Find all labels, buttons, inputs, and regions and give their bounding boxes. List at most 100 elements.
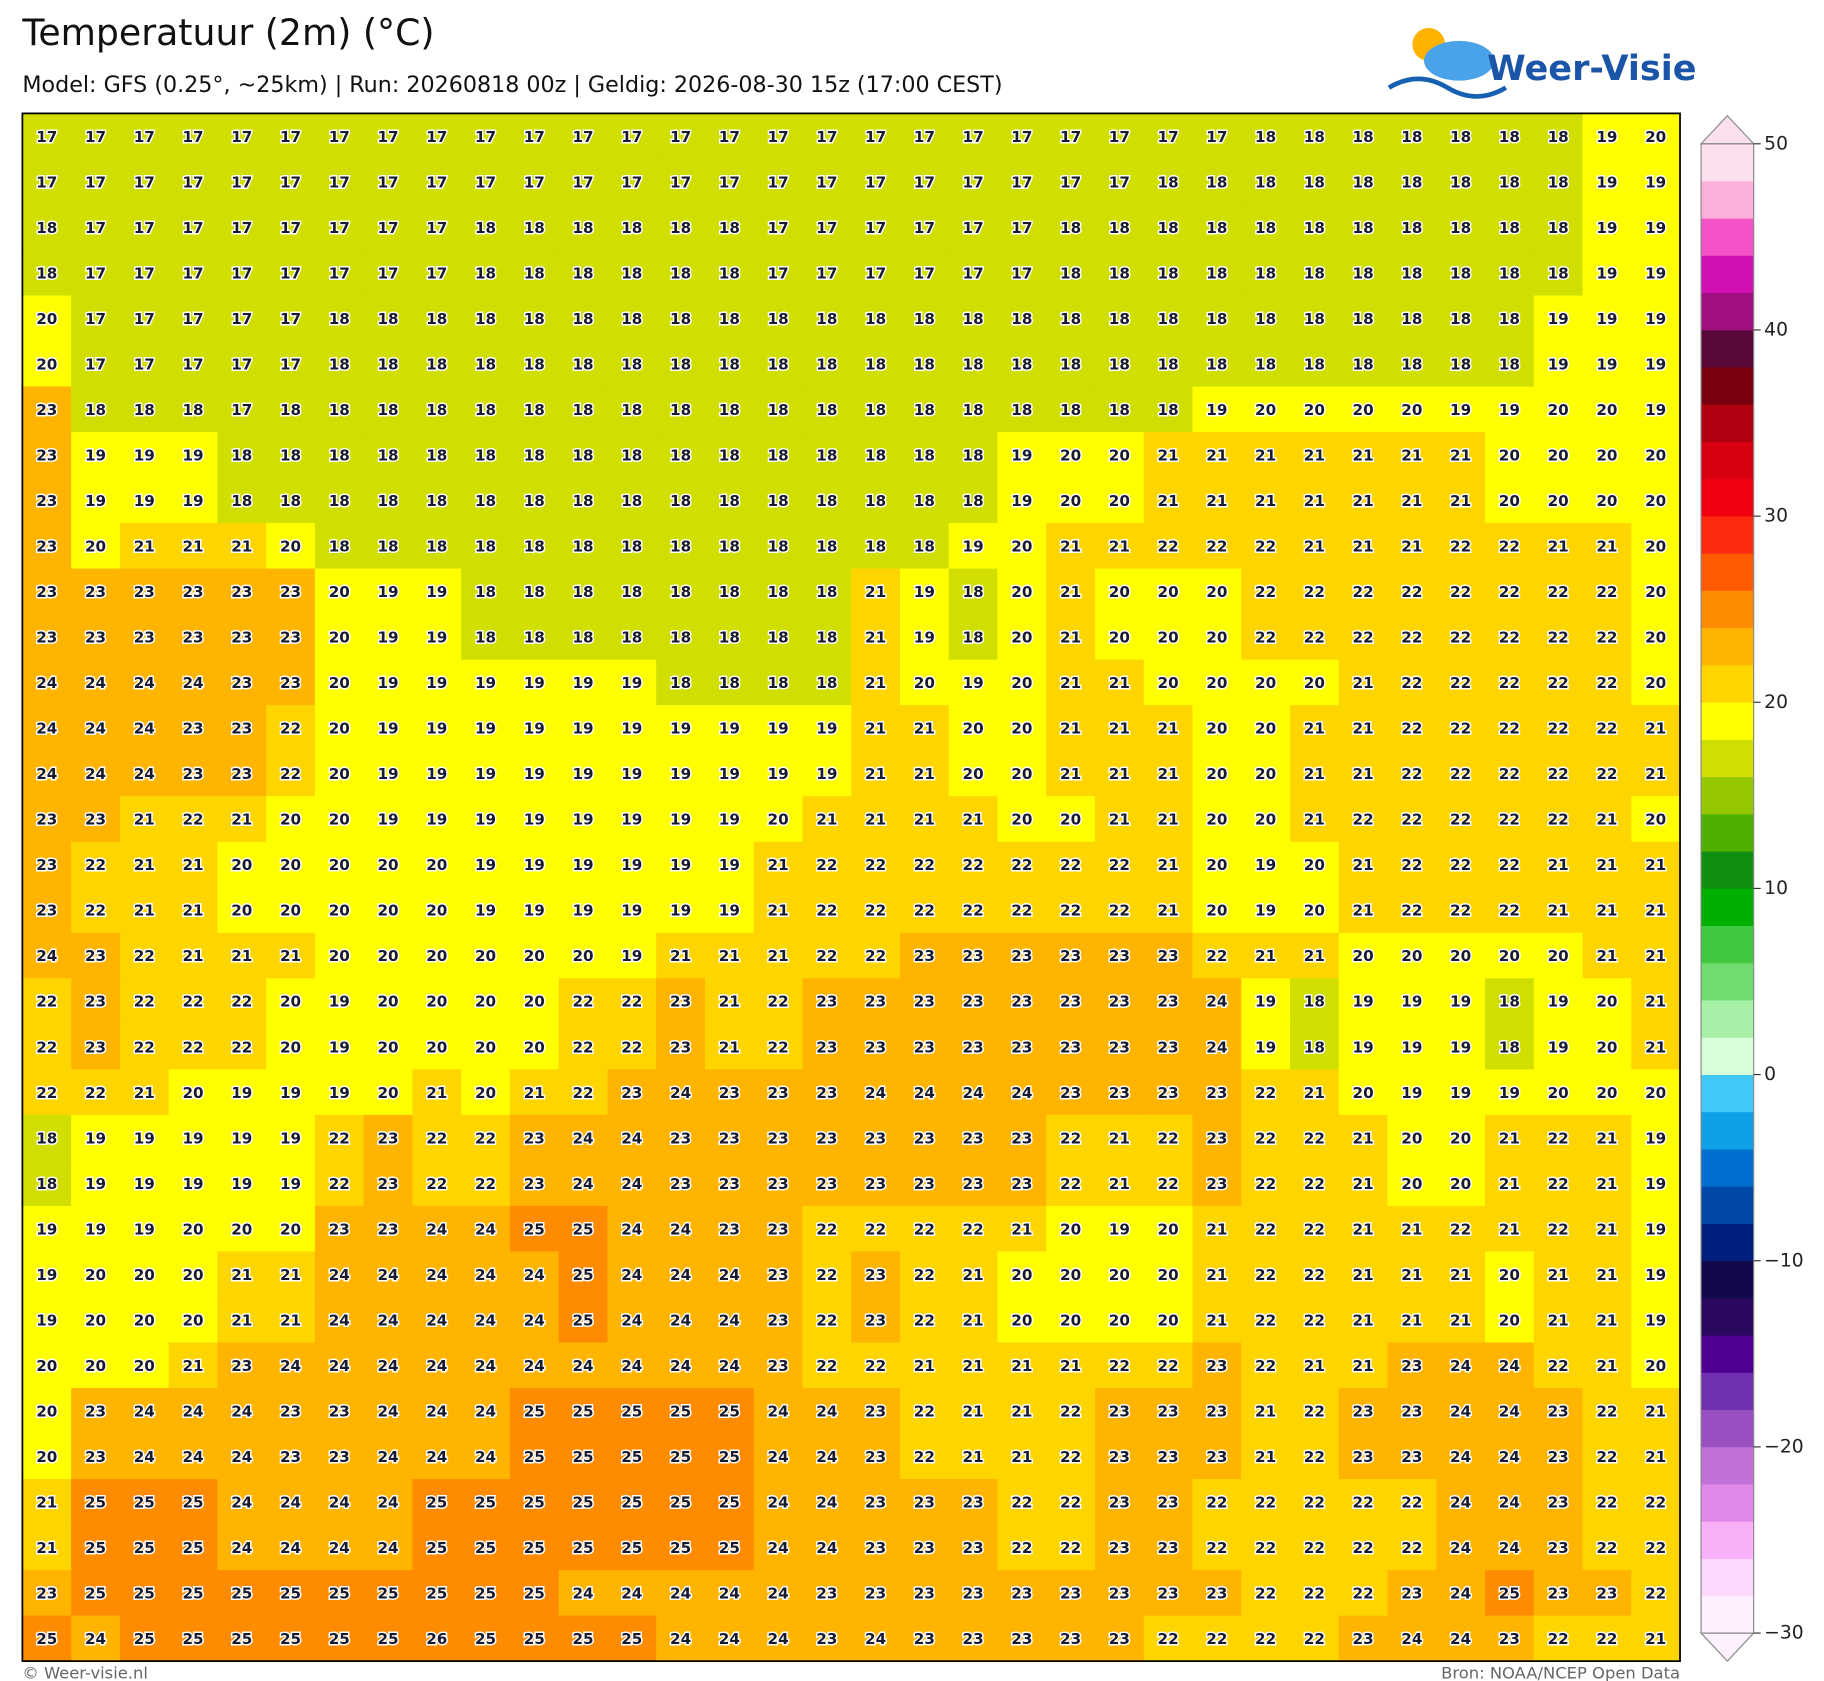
- subtitle: Model: GFS (0.25°, ~25km) | Run: 2026081…: [22, 72, 1002, 98]
- temp-label: 22: [865, 1220, 886, 1238]
- temp-cell: [22, 1479, 72, 1526]
- temp-label: 17: [85, 173, 106, 191]
- temp-cell: [1485, 750, 1535, 797]
- temp-cell: [997, 1160, 1047, 1207]
- temp-label: 23: [85, 811, 106, 829]
- colorbar-segment: [1701, 1297, 1754, 1336]
- temp-cell: [1387, 386, 1437, 433]
- temp-label: 23: [524, 1129, 545, 1147]
- temp-cell: [948, 340, 999, 388]
- temp-cell: [607, 1342, 657, 1389]
- temp-cell: [1485, 386, 1535, 433]
- temp-cell: [71, 1251, 121, 1298]
- temp-label: 23: [377, 1175, 398, 1193]
- temp-label: 24: [85, 1630, 106, 1648]
- temp-label: 23: [85, 629, 106, 647]
- temp-cell: [509, 1205, 560, 1253]
- temp-cell: [851, 432, 901, 479]
- temp-cell: [266, 1342, 316, 1389]
- temp-cell: [704, 1205, 755, 1253]
- temp-label: 25: [524, 1585, 545, 1603]
- temp-label: 20: [134, 1311, 155, 1329]
- temp-label: 22: [1450, 629, 1471, 647]
- temp-label: 19: [182, 1175, 203, 1193]
- temp-label: 17: [85, 355, 106, 373]
- temp-cell: [1631, 249, 1681, 297]
- temp-label: 18: [914, 401, 935, 419]
- temp-label: 23: [865, 1038, 886, 1056]
- temp-label: 23: [1011, 947, 1032, 965]
- temp-label: 22: [1596, 765, 1617, 783]
- temp-label: 23: [329, 1220, 350, 1238]
- temp-label: 21: [1645, 902, 1666, 920]
- temp-cell: [363, 432, 414, 479]
- temp-label: 22: [1401, 1493, 1422, 1511]
- temp-label: 21: [1548, 1266, 1569, 1284]
- colorbar-segment: [1701, 292, 1754, 331]
- temp-cell: [314, 932, 365, 979]
- temp-label: 21: [1158, 811, 1179, 829]
- temp-cell: [1289, 249, 1340, 297]
- temp-label: 21: [426, 1084, 447, 1102]
- temp-cell: [997, 932, 1047, 979]
- temp-cell: [1631, 523, 1681, 570]
- temp-label: 20: [1158, 629, 1179, 647]
- temp-cell: [1631, 796, 1681, 843]
- temp-cell: [217, 523, 267, 570]
- temp-cell: [363, 796, 414, 843]
- temp-cell: [266, 1023, 316, 1070]
- temp-label: 17: [377, 219, 398, 237]
- temp-cell: [656, 659, 706, 706]
- temp-cell: [217, 978, 267, 1025]
- temp-cell: [1436, 523, 1486, 570]
- temp-label: 21: [1353, 765, 1374, 783]
- temp-cell: [704, 705, 755, 752]
- temp-cell: [1241, 568, 1291, 615]
- temp-label: 17: [768, 264, 789, 282]
- temp-cell: [314, 978, 365, 1025]
- temp-label: 20: [426, 1038, 447, 1056]
- temp-cell: [558, 477, 609, 524]
- temp-label: 25: [329, 1585, 350, 1603]
- temp-cell: [71, 432, 121, 479]
- temp-cell: [1241, 1342, 1291, 1389]
- temp-label: 19: [134, 492, 155, 510]
- temp-cell: [1485, 1342, 1535, 1389]
- temp-label: 18: [329, 538, 350, 556]
- temp-cell: [997, 1251, 1047, 1298]
- temp-cell: [851, 568, 901, 615]
- temp-cell: [1241, 659, 1291, 706]
- temp-label: 22: [1401, 583, 1422, 601]
- temp-cell: [266, 1387, 316, 1435]
- temp-cell: [997, 1615, 1047, 1662]
- temp-cell: [1046, 1160, 1096, 1207]
- temp-cell: [71, 796, 121, 843]
- temp-cell: [851, 113, 901, 160]
- temp-label: 18: [377, 355, 398, 373]
- temp-cell: [168, 1114, 219, 1161]
- temp-label: 23: [36, 902, 57, 920]
- temp-label: 20: [231, 1220, 252, 1238]
- temp-label: 17: [36, 128, 57, 146]
- temp-label: 22: [914, 902, 935, 920]
- temp-cell: [1241, 705, 1291, 752]
- temp-label: 25: [426, 1539, 447, 1557]
- temp-label: 18: [816, 355, 837, 373]
- temp-cell: [1192, 386, 1242, 433]
- temp-cell: [753, 295, 804, 342]
- temp-cell: [753, 1205, 804, 1253]
- temp-cell: [1046, 477, 1096, 524]
- temp-label: 22: [1060, 902, 1081, 920]
- temp-label: 24: [231, 1539, 252, 1557]
- temp-label: 21: [182, 947, 203, 965]
- temp-label: 21: [1596, 1311, 1617, 1329]
- temp-cell: [607, 113, 657, 160]
- temp-cell: [71, 204, 121, 251]
- temp-cell: [1387, 841, 1437, 888]
- temp-cell: [119, 204, 170, 251]
- temp-label: 20: [280, 1038, 301, 1056]
- temp-cell: [1582, 523, 1632, 570]
- temp-label: 24: [231, 1448, 252, 1466]
- temp-cell: [363, 568, 414, 615]
